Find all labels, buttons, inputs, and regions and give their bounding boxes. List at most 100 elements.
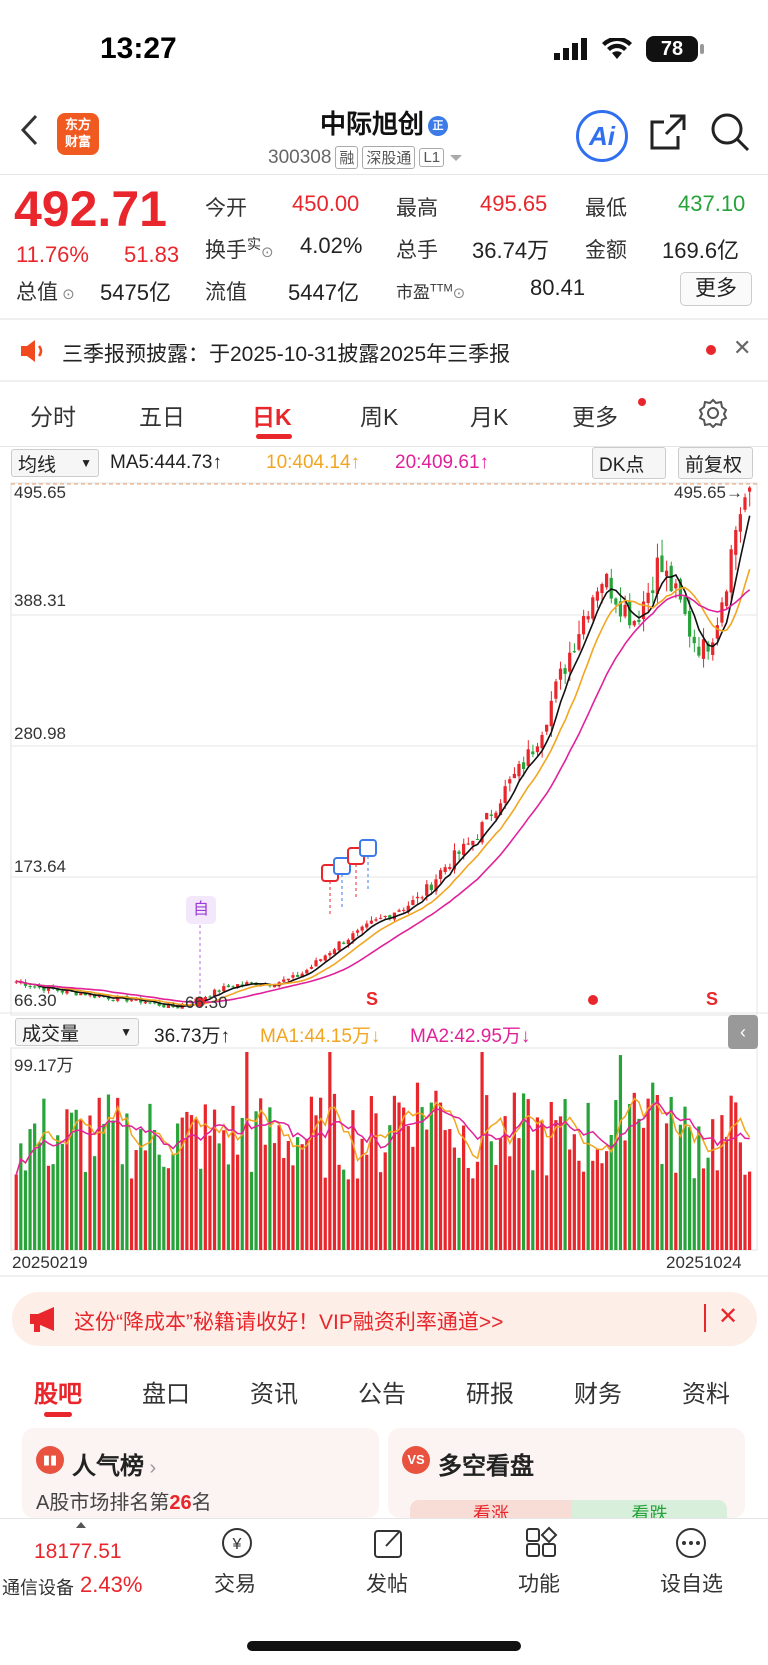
volume-bar-up bbox=[471, 1178, 475, 1250]
info-icon[interactable]: ⊙ bbox=[261, 244, 274, 261]
signal-s[interactable]: S bbox=[706, 989, 719, 1009]
signal-s[interactable]: S bbox=[366, 989, 379, 1009]
candle-down bbox=[176, 1007, 180, 1009]
candle-up bbox=[129, 1000, 134, 1002]
more-button[interactable]: 更多 bbox=[680, 272, 752, 306]
volume-bar-up bbox=[743, 1174, 747, 1250]
notice-close-button[interactable]: ✕ bbox=[733, 335, 752, 360]
candle-down bbox=[139, 998, 143, 1003]
tab-more[interactable]: 更多 bbox=[572, 404, 618, 430]
volume-bar-up bbox=[236, 1154, 240, 1250]
caret-down-icon: ▼ bbox=[80, 456, 92, 470]
candle-down bbox=[489, 814, 493, 816]
candle-up bbox=[222, 986, 226, 992]
candle-down bbox=[74, 991, 78, 996]
ma20-value: 20:409.61↑ bbox=[395, 452, 490, 473]
tab-monthly-k[interactable]: 月K bbox=[470, 404, 509, 430]
tab-weekly-k[interactable]: 周K bbox=[360, 404, 399, 430]
dk-point-select[interactable]: DK点 bbox=[592, 447, 666, 479]
volume-bar-down bbox=[125, 1113, 129, 1250]
home-indicator bbox=[247, 1641, 521, 1651]
tab-guba[interactable]: 股吧 bbox=[34, 1381, 82, 1408]
notice-text[interactable]: 三季报预披露：于2025-10-31披露2025年三季报 bbox=[62, 343, 511, 366]
banner-close-button[interactable]: ✕ bbox=[718, 1303, 739, 1330]
tab-research[interactable]: 研报 bbox=[466, 1381, 514, 1408]
volume-bar-up bbox=[415, 1082, 420, 1250]
megaphone-icon bbox=[30, 1307, 54, 1332]
candle-up bbox=[540, 734, 544, 749]
volume-bar-up bbox=[434, 1090, 438, 1250]
ai-button[interactable]: Ai bbox=[576, 110, 628, 162]
tag-margin: 融 bbox=[335, 146, 359, 169]
candle-up bbox=[212, 989, 217, 997]
collapse-button[interactable]: ‹ bbox=[728, 1015, 758, 1049]
kline-chart[interactable] bbox=[0, 480, 768, 1280]
tab-intraday[interactable]: 分时 bbox=[30, 404, 76, 430]
mktcap-label-text: 总值 bbox=[16, 281, 58, 304]
nav-function[interactable]: 功能 bbox=[518, 1573, 560, 1596]
volume-bar-up bbox=[14, 1174, 18, 1250]
index-value[interactable]: 18177.51 bbox=[34, 1540, 122, 1563]
candle-up bbox=[332, 949, 337, 955]
candle-down bbox=[651, 590, 655, 594]
volume-select[interactable]: 成交量 ▼ bbox=[15, 1018, 139, 1046]
gear-icon[interactable] bbox=[698, 398, 728, 428]
tab-finance[interactable]: 财务 bbox=[574, 1381, 622, 1408]
rank-number: 26 bbox=[169, 1492, 192, 1514]
tab-pankou[interactable]: 盘口 bbox=[142, 1381, 190, 1408]
tab-five-day[interactable]: 五日 bbox=[139, 404, 185, 430]
candle-up bbox=[203, 996, 207, 1000]
candle-down bbox=[614, 598, 618, 605]
tab-daily-k[interactable]: 日K bbox=[252, 404, 292, 430]
share-button[interactable] bbox=[648, 112, 688, 157]
date-start: 20250219 bbox=[12, 1253, 88, 1272]
signal-box bbox=[359, 839, 377, 857]
trade-icon[interactable]: ¥ bbox=[220, 1526, 254, 1560]
signal-zi[interactable]: 自 bbox=[186, 896, 216, 924]
volume-bar-up bbox=[272, 1143, 277, 1250]
ma-select[interactable]: 均线 ▼ bbox=[11, 449, 99, 477]
candle-up bbox=[443, 867, 447, 872]
post-icon[interactable] bbox=[372, 1526, 406, 1560]
volume-bar-down bbox=[637, 1118, 641, 1250]
volume-bar-up bbox=[711, 1119, 715, 1250]
search-button[interactable] bbox=[710, 112, 750, 157]
promo-banner[interactable] bbox=[12, 1292, 757, 1346]
stock-code-row[interactable]: 300308 融 深股通 L1 bbox=[268, 146, 464, 169]
candle-up bbox=[46, 986, 51, 991]
info-icon[interactable]: ⊙ bbox=[452, 285, 466, 302]
adjust-select[interactable]: 前复权 bbox=[678, 447, 753, 479]
tab-news[interactable]: 资讯 bbox=[250, 1381, 298, 1408]
candle-up bbox=[309, 966, 314, 969]
tab-announcements[interactable]: 公告 bbox=[358, 1381, 406, 1408]
more-circle-icon[interactable] bbox=[674, 1526, 708, 1560]
info-icon[interactable]: ⊙ bbox=[58, 286, 75, 303]
nav-add-watchlist[interactable]: 设自选 bbox=[660, 1573, 723, 1596]
banner-text[interactable]: 这份“降成本”秘籍请收好！VIP融资利率通道>> bbox=[74, 1311, 504, 1334]
nav-post[interactable]: 发帖 bbox=[366, 1573, 408, 1596]
candle-down bbox=[637, 619, 641, 622]
candle-up bbox=[346, 939, 350, 945]
candle-down bbox=[42, 986, 46, 991]
popularity-card[interactable] bbox=[22, 1428, 379, 1518]
volume-bar-up bbox=[291, 1165, 295, 1250]
volume-bar-down bbox=[139, 1129, 143, 1250]
tab-underline bbox=[44, 1412, 72, 1417]
candle-up bbox=[406, 905, 410, 912]
function-icon[interactable] bbox=[524, 1526, 558, 1560]
volume-bar-down bbox=[697, 1126, 701, 1250]
index-name[interactable]: 通信设备 bbox=[2, 1578, 74, 1598]
nav-trade[interactable]: 交易 bbox=[214, 1573, 256, 1596]
ma10-value: 10:404.14↑ bbox=[266, 452, 361, 473]
bull-button[interactable]: 看涨 bbox=[410, 1500, 572, 1518]
bear-button[interactable]: 看跌 bbox=[572, 1500, 727, 1518]
volume-bar-up bbox=[355, 1178, 360, 1250]
tab-profile[interactable]: 资料 bbox=[682, 1381, 730, 1408]
candle-down bbox=[60, 990, 64, 993]
volume-bar-down bbox=[688, 1127, 692, 1250]
volume-bar-down bbox=[268, 1107, 272, 1250]
volume-bar-up bbox=[245, 1052, 249, 1250]
candle-up bbox=[494, 812, 498, 819]
back-button[interactable] bbox=[18, 112, 42, 158]
volume-bar-up bbox=[595, 1149, 599, 1250]
